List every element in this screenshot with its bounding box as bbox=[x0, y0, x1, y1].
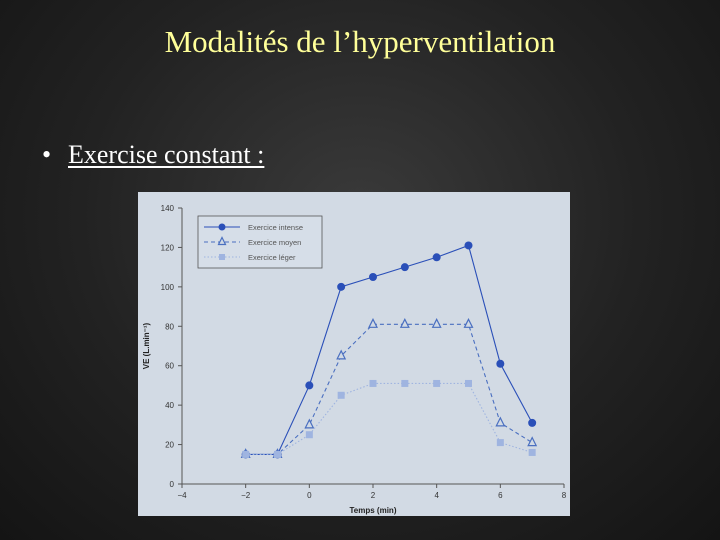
y-tick-label: 20 bbox=[165, 441, 174, 450]
y-axis-label: VE (L.min⁻¹) bbox=[142, 322, 151, 369]
legend-label: Exercice léger bbox=[248, 253, 296, 262]
y-tick-label: 0 bbox=[170, 480, 175, 489]
y-tick-label: 40 bbox=[165, 401, 174, 410]
data-point bbox=[528, 448, 536, 456]
y-tick-label: 60 bbox=[165, 362, 174, 371]
y-tick-label: 100 bbox=[161, 283, 175, 292]
data-point bbox=[369, 379, 377, 387]
legend-marker bbox=[217, 236, 227, 246]
series-line bbox=[245, 382, 533, 455]
data-point bbox=[465, 379, 472, 387]
bullet-item: • Exercise constant : bbox=[42, 140, 264, 170]
data-point bbox=[305, 381, 314, 390]
data-point bbox=[369, 273, 377, 281]
line-chart: 0 20 40 60 80 100 120 140 −4 −2 0 2 4 6 8 Temps (min) VE… bbox=[142, 204, 567, 515]
data-point bbox=[433, 379, 441, 387]
data-point bbox=[337, 391, 345, 399]
data-point bbox=[528, 418, 537, 427]
data-point bbox=[242, 450, 250, 458]
x-tick-label: 8 bbox=[562, 491, 567, 500]
x-tick-label: −2 bbox=[241, 491, 251, 500]
x-tick-label: 6 bbox=[498, 491, 503, 500]
x-axis-label: Temps (min) bbox=[350, 506, 397, 515]
data-point bbox=[431, 317, 442, 328]
data-point bbox=[304, 418, 315, 429]
x-tick-label: −4 bbox=[177, 491, 187, 500]
data-point bbox=[496, 439, 504, 447]
bullet-dot: • bbox=[42, 140, 52, 169]
legend-marker bbox=[218, 223, 226, 231]
data-point bbox=[495, 416, 506, 427]
slide-title: Modalités de l’hyperventilation bbox=[164, 24, 556, 59]
data-point bbox=[399, 317, 410, 328]
x-tick-label: 2 bbox=[371, 491, 376, 500]
chart-frame: 0 20 40 60 80 100 120 140 −4 −2 0 2 4 6 8 Temps (min) VE… bbox=[138, 192, 570, 516]
y-tick-label: 140 bbox=[161, 204, 175, 213]
legend-marker bbox=[219, 254, 225, 260]
legend-label: Exercice intense bbox=[248, 223, 303, 232]
data-point bbox=[274, 450, 281, 458]
bullet-text: Exercise constant : bbox=[68, 140, 265, 169]
data-point bbox=[400, 263, 409, 272]
data-point bbox=[464, 241, 473, 250]
x-tick-label: 4 bbox=[434, 491, 439, 500]
data-point bbox=[337, 282, 346, 291]
data-point bbox=[401, 379, 409, 387]
data-point bbox=[305, 431, 313, 439]
data-point bbox=[527, 436, 538, 447]
legend-label: Exercice moyen bbox=[248, 238, 301, 247]
series-line bbox=[245, 323, 533, 455]
data-point bbox=[463, 317, 474, 328]
x-tick-label: 0 bbox=[307, 491, 312, 500]
y-tick-label: 80 bbox=[165, 322, 174, 331]
data-point bbox=[496, 359, 505, 368]
y-tick-label: 120 bbox=[161, 243, 175, 252]
series-line bbox=[245, 244, 533, 455]
data-point bbox=[432, 253, 441, 262]
data-point bbox=[368, 317, 378, 328]
data-point bbox=[336, 349, 347, 360]
